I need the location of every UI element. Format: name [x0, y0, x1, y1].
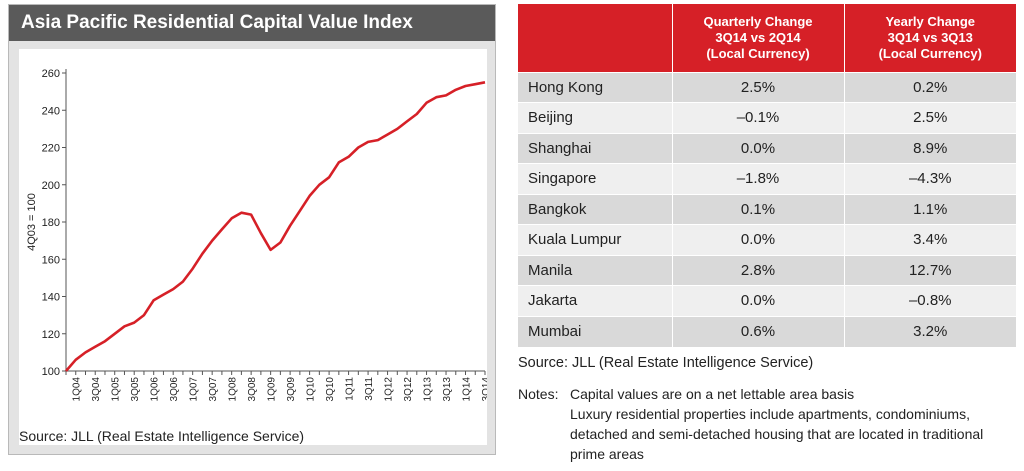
table-row: Shanghai 0.0% 8.9% — [518, 132, 1016, 164]
table-header-row: Quarterly Change 3Q14 vs 2Q14 (Local Cur… — [518, 4, 1016, 72]
yearly-change-cell: –4.3% — [843, 163, 1016, 194]
chart-title: Asia Pacific Residential Capital Value I… — [9, 5, 495, 41]
header-city — [518, 4, 672, 72]
chart-canvas: 100 120 140 160 180 200 220 240 260 4Q03 = 100 1Q0… — [19, 49, 487, 445]
y-tick-label: 240 — [42, 105, 60, 117]
table-row: Manila 2.8% 12.7% — [518, 254, 1016, 286]
city-cell: Hong Kong — [518, 71, 672, 103]
notes: Notes: Capital values are on a net letta… — [518, 384, 1016, 464]
table-row: Beijing –0.1% 2.5% — [518, 102, 1016, 133]
x-tick-label: 3Q14 — [481, 377, 487, 402]
quarterly-change-cell: 0.1% — [671, 193, 844, 225]
notes-line: Luxury residential properties include ap… — [570, 405, 970, 422]
quarterly-change-cell: 2.5% — [671, 71, 844, 103]
table-row: Mumbai 0.6% 3.2% — [518, 315, 1016, 347]
y-tick-label: 220 — [42, 143, 60, 155]
header-yearly-change: Yearly Change 3Q14 vs 3Q13 (Local Curren… — [843, 4, 1016, 72]
yearly-change-cell: 3.2% — [843, 315, 1016, 347]
notes-line: Capital values are on a net lettable are… — [570, 385, 855, 402]
x-tick-label: 3Q08 — [247, 377, 258, 402]
table-source: Source: JLL (Real Estate Intelligence Se… — [518, 354, 814, 371]
y-tick-label: 120 — [42, 329, 60, 341]
header-quarterly-change: Quarterly Change 3Q14 vs 2Q14 (Local Cur… — [671, 4, 844, 72]
notes-label: Notes: — [518, 385, 559, 402]
header-line: 3Q14 vs 3Q13 — [887, 29, 973, 45]
quarterly-change-cell: –0.1% — [671, 102, 844, 133]
quarterly-change-cell: 0.0% — [671, 132, 844, 164]
x-tick-label: 3Q06 — [169, 377, 180, 402]
x-tick-label: 1Q10 — [306, 377, 317, 402]
header-line: Yearly Change — [885, 13, 976, 29]
x-tick-label: 1Q13 — [423, 377, 434, 402]
y-tick-label: 200 — [42, 180, 60, 192]
header-line: Quarterly Change — [703, 13, 813, 29]
y-tick-label: 160 — [42, 254, 60, 266]
x-tick-label: 3Q07 — [208, 377, 219, 402]
notes-body: Capital values are on a net lettable are… — [570, 384, 983, 464]
y-tick-label: 100 — [42, 366, 60, 378]
city-cell: Singapore — [518, 163, 672, 194]
yearly-change-cell: 3.4% — [843, 224, 1016, 255]
x-tick-label: 1Q08 — [228, 377, 239, 402]
yearly-change-cell: 8.9% — [843, 132, 1016, 164]
city-cell: Mumbai — [518, 315, 672, 347]
quarterly-change-cell: 2.8% — [671, 254, 844, 286]
city-cell: Bangkok — [518, 193, 672, 225]
chart-panel: Asia Pacific Residential Capital Value I… — [8, 4, 496, 455]
notes-line: detached and semi-detached housing that … — [570, 425, 984, 442]
city-cell: Manila — [518, 254, 672, 286]
table-body: Hong Kong 2.5% 0.2% Beijing –0.1% 2.5% Shangha… — [518, 71, 1016, 347]
x-tick-label: 1Q11 — [345, 377, 356, 401]
x-tick-label: 1Q05 — [111, 377, 122, 402]
line-chart: 100 120 140 160 180 200 220 240 260 4Q03 = 100 1Q0… — [26, 68, 487, 402]
quarterly-change-cell: 0.0% — [671, 224, 844, 255]
x-tick-label: 1Q12 — [384, 377, 395, 402]
table-row: Singapore –1.8% –4.3% — [518, 163, 1016, 194]
y-tick-label: 180 — [42, 217, 60, 229]
city-cell: Shanghai — [518, 132, 672, 164]
y-axis-label: 4Q03 = 100 — [26, 193, 38, 251]
quarterly-change-cell: 0.6% — [671, 315, 844, 347]
x-tick-label: 3Q04 — [91, 377, 102, 402]
capital-value-table: Quarterly Change 3Q14 vs 2Q14 (Local Cur… — [518, 4, 1016, 347]
notes-line: prime areas — [570, 445, 644, 462]
header-line: (Local Currency) — [878, 45, 982, 61]
quarterly-change-cell: 0.0% — [671, 285, 844, 316]
table-row: Bangkok 0.1% 1.1% — [518, 193, 1016, 225]
table-row: Jakarta 0.0% –0.8% — [518, 285, 1016, 316]
city-cell: Beijing — [518, 102, 672, 133]
header-line: 3Q14 vs 2Q14 — [715, 29, 801, 45]
yearly-change-cell: –0.8% — [843, 285, 1016, 316]
x-tick-label: 3Q05 — [130, 377, 141, 402]
yearly-change-cell: 2.5% — [843, 102, 1016, 133]
x-tick-label: 1Q09 — [267, 377, 278, 402]
x-tick-label: 3Q13 — [442, 377, 453, 402]
x-tick-label: 1Q07 — [189, 377, 200, 402]
x-tick-label: 3Q11 — [364, 377, 375, 401]
x-tick-label: 3Q09 — [286, 377, 297, 402]
chart-source: Source: JLL (Real Estate Intelligence Se… — [19, 428, 305, 444]
city-cell: Jakarta — [518, 285, 672, 316]
city-cell: Kuala Lumpur — [518, 224, 672, 255]
table-panel: Quarterly Change 3Q14 vs 2Q14 (Local Cur… — [518, 4, 1016, 464]
y-tick-label: 260 — [42, 68, 60, 80]
yearly-change-cell: 1.1% — [843, 193, 1016, 225]
x-tick-label: 1Q06 — [150, 377, 161, 402]
table-row: Hong Kong 2.5% 0.2% — [518, 71, 1016, 103]
x-tick-label: 1Q14 — [462, 377, 473, 402]
yearly-change-cell: 0.2% — [843, 71, 1016, 103]
x-tick-label: 1Q04 — [72, 377, 83, 402]
series-line — [65, 81, 486, 372]
x-tick-label: 3Q10 — [325, 377, 336, 402]
x-tick-label: 3Q12 — [403, 377, 414, 402]
header-line: (Local Currency) — [706, 45, 810, 61]
yearly-change-cell: 12.7% — [843, 254, 1016, 286]
table-row: Kuala Lumpur 0.0% 3.4% — [518, 224, 1016, 255]
quarterly-change-cell: –1.8% — [671, 163, 844, 194]
y-tick-label: 140 — [42, 292, 60, 304]
